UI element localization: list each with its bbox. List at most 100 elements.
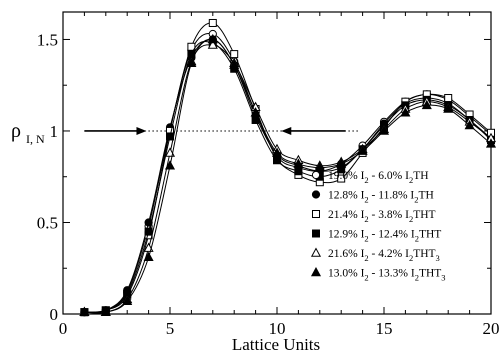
legend-text: 21.6% I: [328, 248, 365, 260]
legend-marker: [311, 190, 321, 199]
series-line: [84, 38, 492, 314]
legend-text: I: [411, 268, 415, 280]
data-point: [357, 145, 368, 155]
legend-text: 19.0% I: [328, 170, 365, 182]
reference-line-group: [84, 126, 359, 135]
data-point: [400, 107, 411, 117]
data-point: [294, 167, 303, 176]
data-point: [143, 251, 154, 262]
legend-text: THT: [413, 209, 435, 221]
legend-subscript: 3: [441, 273, 445, 283]
legend-text: I: [405, 170, 409, 182]
x-tick-label: 15: [376, 319, 393, 338]
data-point: [464, 119, 475, 130]
data-point: [314, 162, 325, 172]
series-line: [84, 40, 492, 313]
x-tick-label: 20: [483, 319, 500, 338]
arrow-left: [281, 126, 346, 135]
y-tick-label: 0: [50, 305, 59, 324]
legend-marker: [311, 170, 321, 180]
legend-label: 13.0% I2 - 13.3% I2THT3: [328, 268, 446, 283]
legend-subscript: 2: [409, 214, 413, 224]
axis-ticks: 0 5 10 15 20 0 0.5 1 1.5: [37, 12, 500, 338]
legend-text: 13.0% I: [328, 268, 365, 280]
y-axis-label-main: ρ: [11, 120, 21, 142]
legend-text: - 3.8%: [369, 209, 405, 221]
y-tick-label: 1.5: [37, 30, 58, 49]
data-point: [293, 158, 304, 168]
data-point: [166, 132, 174, 141]
legend-marker: [310, 266, 322, 277]
legend-subscript: 2: [364, 214, 368, 224]
legend-text: 12.9% I: [328, 229, 365, 241]
legend-label: 19.0% I2 - 6.0% I2TH: [328, 170, 429, 185]
legend-text: TH: [419, 190, 434, 202]
legend-subscript: 2: [364, 195, 368, 205]
y-axis-label: ρ I, N: [11, 120, 45, 146]
legend-item: 12.8% I2 - 11.8% I2TH: [311, 190, 434, 205]
data-point: [273, 156, 281, 165]
data-point: [122, 295, 133, 305]
data-point: [378, 125, 390, 135]
data-point: [271, 147, 283, 157]
legend-subscript: 2: [409, 175, 413, 185]
legend-text: - 11.8%: [369, 190, 411, 202]
data-point: [100, 306, 111, 316]
data-point: [164, 160, 176, 170]
legend-subscript: 2: [414, 195, 418, 205]
x-tick-label: 10: [269, 319, 286, 338]
data-point: [337, 174, 346, 183]
legend-text: I: [411, 229, 415, 241]
data-point: [186, 57, 197, 68]
legend-item: 21.4% I2 - 3.8% I2THT: [312, 209, 436, 224]
data-point: [229, 59, 240, 69]
legend-item: 19.0% I2 - 6.0% I2TH: [311, 170, 429, 185]
legend-marker: [312, 229, 320, 238]
legend-marker: [312, 210, 320, 218]
legend-text: TH: [413, 170, 428, 182]
data-point: [207, 33, 218, 44]
legend-subscript: 3: [436, 253, 440, 263]
y-tick-label: 1: [50, 122, 59, 141]
legend-item: 21.6% I2 - 4.2% I2THT3: [310, 247, 440, 263]
legend-subscript: 2: [364, 175, 368, 185]
data-point: [208, 18, 217, 27]
legend-subscript: 2: [364, 253, 368, 263]
legend-text: THT: [413, 248, 435, 260]
legend-subscript: 2: [415, 273, 419, 283]
series-line: [84, 44, 492, 314]
legend-text: THT: [419, 268, 441, 280]
data-point: [443, 103, 454, 113]
legend-text: - 13.3%: [369, 268, 411, 280]
legend-text: THT: [419, 229, 441, 241]
legend-subscript: 2: [415, 234, 419, 244]
legend-text: I: [410, 190, 414, 202]
x-axis-label: Lattice Units: [232, 335, 320, 354]
x-tick-label: 5: [166, 319, 175, 338]
data-point: [207, 39, 218, 49]
data-point: [485, 138, 497, 148]
legend-text: - 6.0%: [369, 170, 405, 182]
legend-text: 21.4% I: [328, 209, 365, 221]
legend-label: 12.8% I2 - 11.8% I2TH: [328, 190, 434, 205]
legend-text: 12.8% I: [328, 190, 365, 202]
y-axis-label-sub: I, N: [26, 132, 45, 146]
y-tick-label: 0.5: [37, 213, 58, 232]
data-point: [336, 158, 347, 168]
data-point: [444, 94, 453, 103]
data-point: [79, 306, 90, 316]
data-point: [144, 227, 153, 236]
legend-subscript: 2: [409, 253, 413, 263]
legend-marker: [310, 247, 322, 257]
data-point: [230, 50, 239, 59]
legend-label: 12.9% I2 - 12.4% I2THT: [328, 229, 441, 244]
legend-text: I: [405, 209, 409, 221]
legend-text: I: [405, 248, 409, 260]
data-point: [421, 99, 432, 110]
legend-label: 21.6% I2 - 4.2% I2THT3: [328, 248, 440, 263]
legend-text: - 4.2%: [369, 248, 405, 260]
x-tick-label: 0: [59, 319, 68, 338]
legend-text: - 12.4%: [369, 229, 411, 241]
